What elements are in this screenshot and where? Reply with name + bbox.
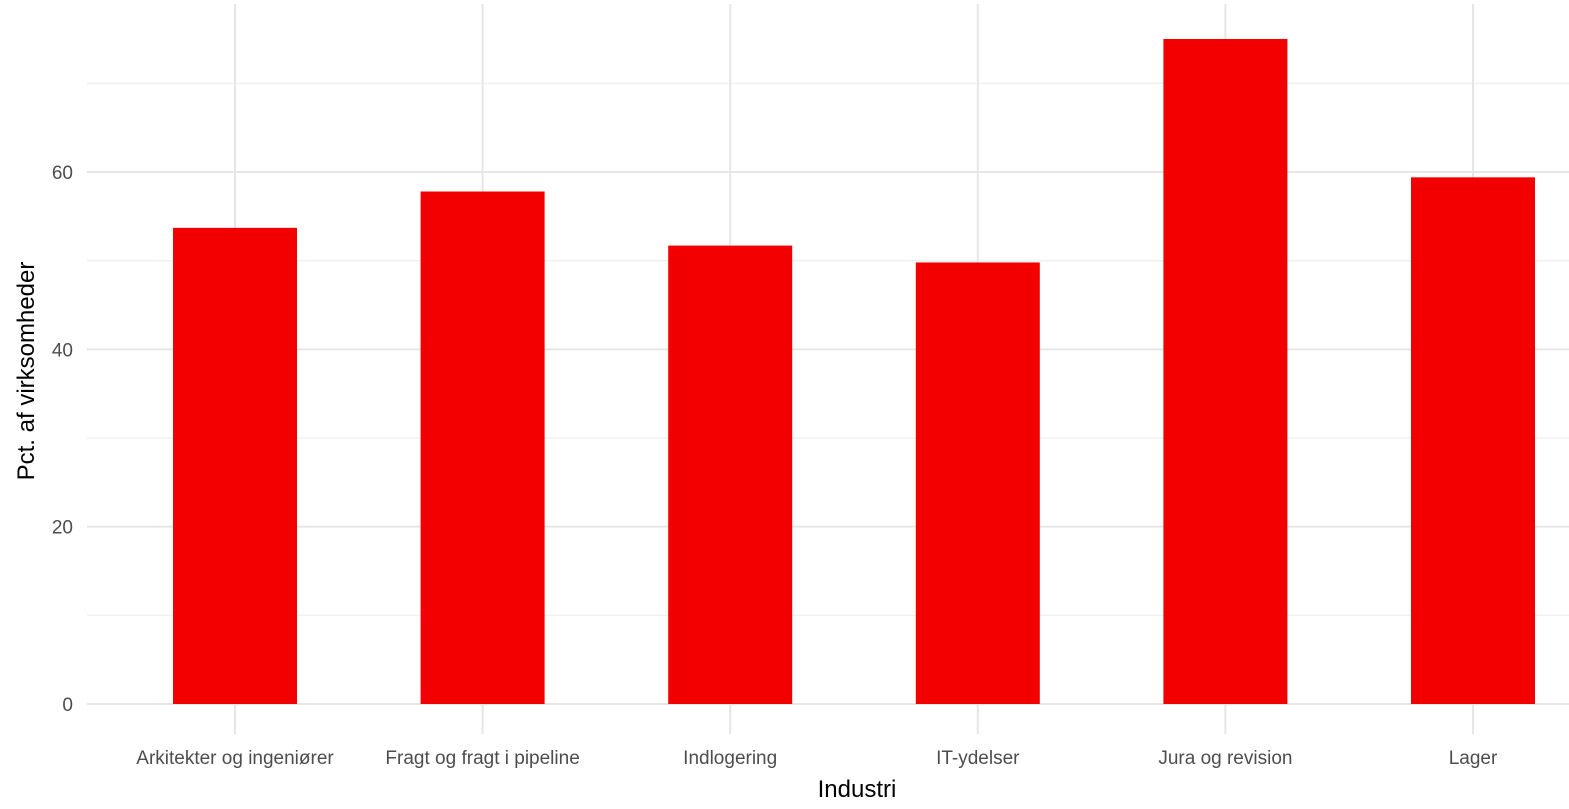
- x-tick-label: Fragt og fragt i pipeline: [385, 748, 579, 769]
- bar: [668, 245, 793, 705]
- x-tick-label: Arkitekter og ingeniører: [136, 748, 334, 769]
- x-axis-title: Industri: [818, 776, 897, 803]
- y-tick-label: 60: [52, 163, 73, 184]
- x-tick-label: IT-ydelser: [936, 748, 1020, 769]
- x-tick-label: Indlogering: [683, 748, 777, 769]
- bars: [173, 39, 1535, 705]
- bar: [420, 191, 545, 705]
- x-tick-label: Jura og revision: [1158, 748, 1292, 769]
- y-tick-label: 0: [62, 695, 73, 716]
- y-tick-label: 20: [52, 518, 73, 539]
- y-tick-label: 40: [52, 340, 73, 361]
- x-tick-labels: Arkitekter og ingeniører Fragt og fragt i…: [136, 748, 1498, 769]
- x-tick-label: Lager: [1449, 748, 1498, 769]
- y-axis-title: Pct. af virksomheder: [13, 262, 40, 481]
- bar: [1163, 39, 1288, 704]
- y-tick-labels: 0 20 40 60: [52, 163, 73, 716]
- bar: [173, 227, 297, 705]
- bar: [1411, 177, 1535, 704]
- bar: [915, 262, 1040, 704]
- grid-lines: [87, 4, 1569, 734]
